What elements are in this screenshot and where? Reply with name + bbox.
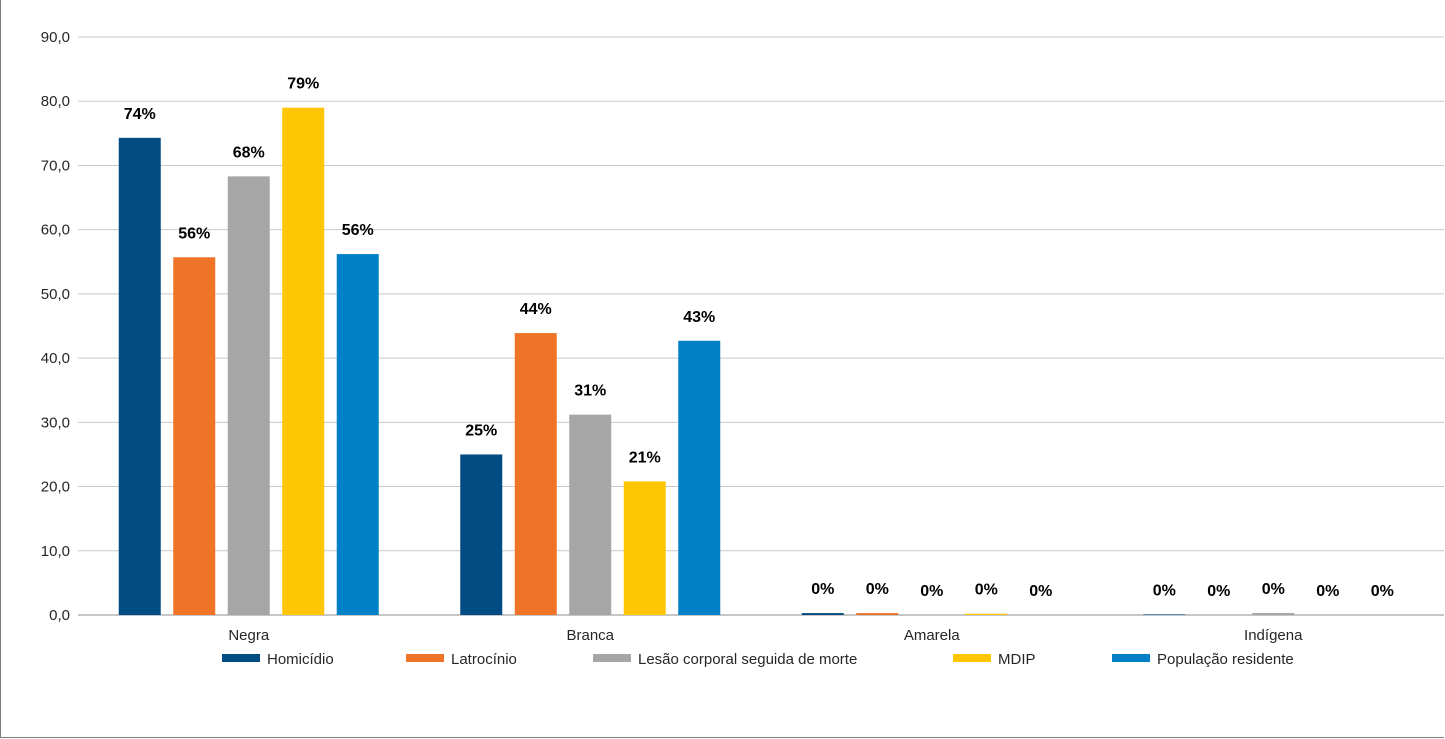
y-tick-label: 60,0 — [41, 222, 70, 239]
bar — [569, 414, 612, 615]
legend: Homicídio Latrocínio Lesão corporal seguid… — [222, 651, 1294, 668]
y-tick-label: 40,0 — [41, 350, 70, 367]
x-category-label: Indígena — [1244, 627, 1303, 644]
legend-swatch — [406, 654, 444, 662]
y-tick-label: 80,0 — [41, 93, 70, 110]
bar — [678, 340, 721, 615]
bar — [856, 613, 899, 615]
legend-label: Lesão corporal seguida de morte — [638, 651, 857, 668]
y-tick-label: 0,0 — [49, 607, 70, 624]
bar — [282, 107, 325, 616]
y-axis: 0,0 10,0 20,0 30,0 40,0 50,0 60,0 70,0 80,0 90,0 — [41, 29, 70, 624]
legend-label: MDIP — [998, 651, 1036, 668]
legend-label: Homicídio — [267, 651, 334, 668]
y-tick-label: 50,0 — [41, 286, 70, 303]
data-label: 56% — [342, 222, 374, 239]
bar — [1252, 613, 1295, 615]
data-label: 79% — [287, 76, 319, 93]
data-label: 25% — [465, 422, 497, 439]
data-label: 0% — [1316, 583, 1339, 600]
legend-swatch — [593, 654, 631, 662]
data-label: 68% — [233, 144, 265, 161]
bar — [801, 613, 844, 615]
y-tick-label: 70,0 — [41, 157, 70, 174]
bar — [623, 481, 666, 615]
data-labels: 74% 56% 68% 79% 56% 25% 44% 31% 21% 43% 0% 0% 0% 0% 0%… — [124, 76, 1394, 600]
data-label: 0% — [975, 582, 998, 599]
bar — [227, 176, 270, 615]
legend-swatch — [222, 654, 260, 662]
y-tick-label: 20,0 — [41, 479, 70, 496]
y-tick-label: 90,0 — [41, 29, 70, 46]
data-label: 31% — [574, 383, 606, 400]
data-label: 0% — [811, 581, 834, 598]
y-tick-label: 10,0 — [41, 543, 70, 560]
data-label: 0% — [1207, 583, 1230, 600]
legend-label: Latrocínio — [451, 651, 517, 668]
gridlines — [78, 36, 1444, 616]
data-label: 21% — [629, 449, 661, 466]
bars — [118, 107, 1295, 616]
data-label: 0% — [1153, 582, 1176, 599]
legend-swatch — [1112, 654, 1150, 662]
bar — [514, 333, 557, 615]
x-category-label: Negra — [228, 627, 270, 644]
bar — [173, 257, 216, 615]
bar — [118, 137, 161, 615]
data-label: 74% — [124, 106, 156, 123]
bar — [336, 254, 379, 615]
bar — [460, 454, 503, 615]
data-label: 43% — [683, 309, 715, 326]
legend-label: População residente — [1157, 651, 1294, 668]
x-category-label: Amarela — [904, 627, 961, 644]
data-label: 56% — [178, 225, 210, 242]
data-label: 0% — [1371, 583, 1394, 600]
bar — [965, 613, 1008, 615]
data-label: 0% — [920, 583, 943, 600]
data-label: 44% — [520, 301, 552, 318]
x-axis: Negra Branca Amarela Indígena — [228, 627, 1303, 644]
data-label: 0% — [866, 581, 889, 598]
data-label: 0% — [1262, 581, 1285, 598]
data-label: 0% — [1029, 583, 1052, 600]
legend-swatch — [953, 654, 991, 662]
y-tick-label: 30,0 — [41, 414, 70, 431]
x-category-label: Branca — [566, 627, 614, 644]
bar — [1143, 614, 1186, 615]
